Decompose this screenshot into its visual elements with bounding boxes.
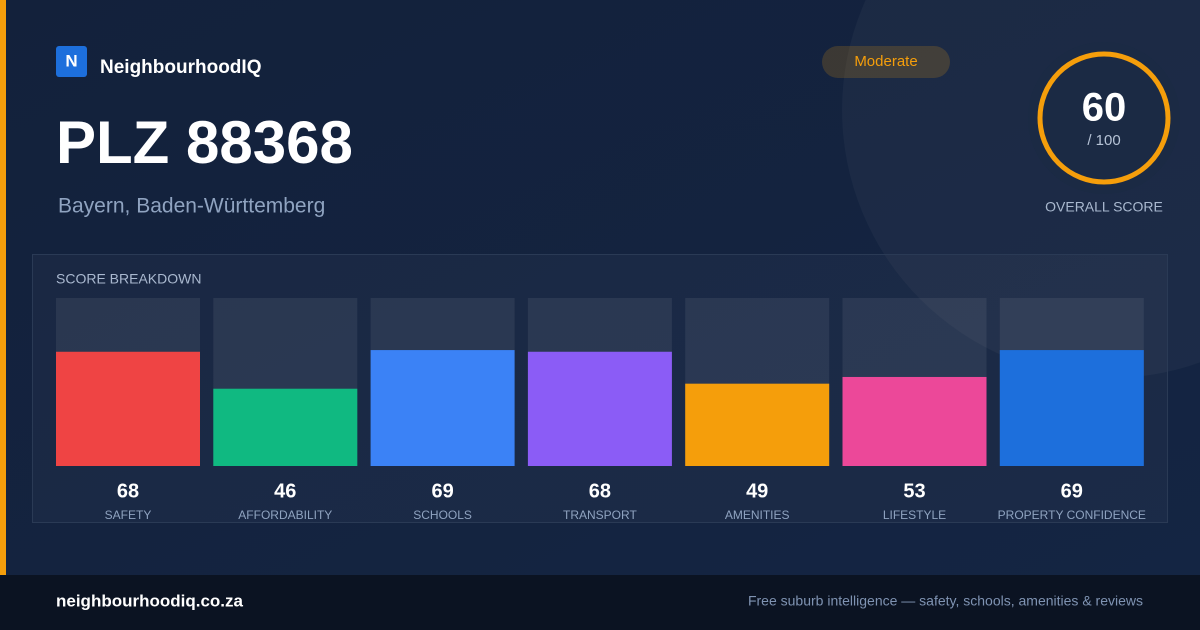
value-label: 68: [589, 480, 611, 502]
background: [0, 0, 1200, 575]
value-label: 69: [431, 480, 453, 502]
value-label: 53: [903, 480, 925, 502]
footer-site: neighbourhoodiq.co.za: [56, 591, 244, 610]
category-label: PROPERTY CONFIDENCE: [998, 508, 1146, 522]
value-label: 46: [274, 480, 296, 502]
footer-bar: [0, 575, 1200, 630]
bar: [213, 388, 358, 466]
value-label: 68: [117, 480, 139, 502]
badge-text: Moderate: [854, 53, 917, 70]
overall-label: OVERALL SCORE: [1045, 199, 1163, 215]
category-label: SCHOOLS: [413, 508, 472, 522]
bar: [842, 376, 987, 466]
bar: [999, 350, 1144, 466]
value-label: 49: [746, 480, 768, 502]
footer-tagline: Free suburb intelligence — safety, schoo…: [748, 593, 1143, 609]
bar: [527, 351, 672, 466]
value-label: 69: [1061, 480, 1083, 502]
category-label: SAFETY: [105, 508, 152, 522]
score-ring: [1037, 51, 1171, 185]
title: PLZ 88368: [56, 109, 353, 176]
breakdown-panel: [32, 254, 1168, 523]
logo: [56, 46, 87, 77]
score-ring-bg: [1028, 42, 1180, 194]
category-label: TRANSPORT: [563, 508, 637, 522]
bar: [370, 350, 515, 466]
category-label: AMENITIES: [725, 508, 790, 522]
category-label: AFFORDABILITY: [238, 508, 332, 522]
category-label: LIFESTYLE: [883, 508, 946, 522]
bar: [56, 351, 200, 466]
logo-letter: N: [65, 51, 77, 70]
brand-name: NeighbourhoodIQ: [100, 57, 261, 78]
bar: [685, 383, 830, 466]
accent-stripe: [0, 0, 6, 575]
overall-scale: / 100: [1087, 132, 1120, 149]
subtitle: Bayern, Baden-Württemberg: [58, 195, 325, 218]
badge: [822, 46, 950, 78]
overall-score: 60: [1082, 86, 1127, 130]
chart-title: SCORE BREAKDOWN: [56, 271, 201, 287]
